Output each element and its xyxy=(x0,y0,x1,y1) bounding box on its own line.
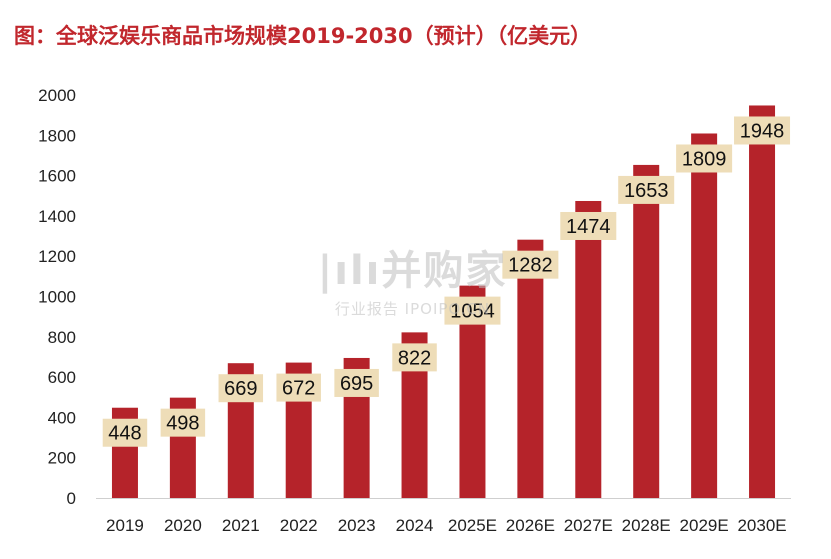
y-tick-label: 1400 xyxy=(38,207,76,226)
y-tick-label: 800 xyxy=(48,328,76,347)
x-tick-label: 2026E xyxy=(506,516,555,535)
y-tick-label: 400 xyxy=(48,408,76,427)
data-label-box xyxy=(502,250,559,279)
bar-2029E xyxy=(691,133,718,498)
data-label-box xyxy=(618,175,675,204)
bar-2026E xyxy=(517,239,544,498)
data-label: 669 xyxy=(224,378,257,400)
data-label-box xyxy=(160,408,206,437)
x-axis: 2019 2020 2021 2022 2023 2024 2025E 2026E 2027E 2… xyxy=(96,498,791,535)
y-tick-label: 1000 xyxy=(38,288,76,307)
data-label: 1653 xyxy=(624,180,669,202)
x-tick-label: 2030E xyxy=(737,516,786,535)
data-label: 498 xyxy=(166,413,199,435)
bar-2030E xyxy=(749,105,776,498)
data-label-box xyxy=(734,116,791,145)
x-tick-label: 2029E xyxy=(680,516,729,535)
x-tick-label: 2023 xyxy=(338,516,376,535)
data-label: 448 xyxy=(108,423,141,445)
data-label-box xyxy=(444,296,501,325)
data-label: 1809 xyxy=(682,148,727,170)
data-label-box xyxy=(392,343,437,372)
y-tick-label: 200 xyxy=(48,449,76,468)
y-tick-label: 1200 xyxy=(38,247,76,266)
x-tick-label: 2019 xyxy=(106,516,144,535)
y-tick-label: 1600 xyxy=(38,167,76,186)
data-label-box xyxy=(676,144,733,173)
bar-2028E xyxy=(633,164,660,498)
x-tick-label: 2028E xyxy=(622,516,671,535)
bars xyxy=(111,105,776,498)
x-tick-label: 2020 xyxy=(164,516,202,535)
data-labels: 448 498 669 672 695 822 1054 1282 1474 1653 1809 19… xyxy=(102,116,791,447)
data-label-box xyxy=(560,211,617,240)
data-label-box xyxy=(276,373,321,402)
x-tick-label: 2022 xyxy=(280,516,318,535)
y-tick-label: 0 xyxy=(67,489,76,508)
data-label-box xyxy=(102,418,148,447)
data-label-box xyxy=(334,368,379,397)
data-label: 1282 xyxy=(508,255,553,277)
data-label: 1054 xyxy=(450,301,495,323)
y-tick-label: 1800 xyxy=(38,126,76,145)
y-axis: 0 200 400 600 800 1000 1200 1400 1600 1800 2000 xyxy=(38,86,76,508)
data-label: 1474 xyxy=(566,216,611,238)
y-tick-label: 600 xyxy=(48,368,76,387)
x-tick-label: 2021 xyxy=(222,516,260,535)
x-tick-label: 2027E xyxy=(564,516,613,535)
x-tick-label: 2024 xyxy=(396,516,434,535)
data-label-box xyxy=(218,374,264,403)
y-tick-label: 2000 xyxy=(38,86,76,105)
data-label: 672 xyxy=(282,378,315,400)
data-label: 822 xyxy=(398,347,431,369)
bar-2027E xyxy=(575,200,602,498)
data-label: 1948 xyxy=(740,120,785,142)
data-label: 695 xyxy=(340,373,373,395)
chart-title: 图：全球泛娱乐商品市场规模2019-2030（预计）（亿美元） xyxy=(14,24,592,48)
x-tick-label: 2025E xyxy=(448,516,497,535)
